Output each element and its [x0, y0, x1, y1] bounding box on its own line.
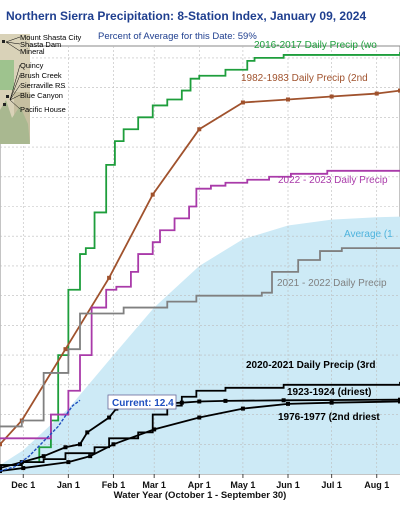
series-point-1976-1977-2nd-driest	[152, 427, 157, 432]
series-point-1982-1983-daily-precip-2nd-wettest	[150, 192, 155, 197]
series-point-1923-1924-driest	[107, 415, 112, 420]
series-point-1976-1977-2nd-driest	[398, 399, 400, 404]
series-point-1923-1924-driest	[78, 442, 82, 447]
series-line-2020-2021-daily-precip-3rd-driest	[0, 381, 400, 466]
series-point-1982-1983-daily-precip-2nd-wettest	[0, 442, 2, 447]
series-label-1982-1983-daily-precip-2nd-wettest: 1982-1983 Daily Precip (2nd	[241, 73, 368, 84]
series-point-1976-1977-2nd-driest	[111, 442, 116, 447]
series-point-1982-1983-daily-precip-2nd-wettest	[286, 97, 290, 102]
series-point-1976-1977-2nd-driest	[21, 466, 26, 471]
station-label: Mount Shasta City	[20, 33, 82, 42]
x-axis-ticks: Dec 1 Jan 1 Feb 1 Mar 1 Apr 1 May 1 Jun 1 Jul 1…	[11, 474, 389, 490]
series-point-1976-1977-2nd-driest	[329, 400, 334, 405]
average-fill	[0, 216, 400, 474]
series-label-2016-2017-daily-precip-wettest: 2016-2017 Daily Precip (wo	[254, 40, 377, 51]
series-labels: 2016-2017 Daily Precip (wo 1982-1983 Dail…	[107, 40, 393, 423]
series-point-1982-1983-daily-precip-2nd-wettest	[63, 347, 68, 352]
x-tick-label: Jan 1	[57, 480, 80, 490]
x-tick-label: Feb 1	[102, 480, 126, 490]
series-point-1982-1983-daily-precip-2nd-wettest	[329, 94, 334, 99]
station-leader-line	[9, 84, 21, 101]
series-point-1982-1983-daily-precip-2nd-wettest	[374, 91, 379, 96]
series-point-1923-1924-driest	[63, 445, 68, 450]
series-point-1976-1977-2nd-driest	[286, 401, 290, 406]
average-area	[0, 216, 400, 474]
series-label-1976-1977-2nd-driest: 1976-1977 (2nd driest	[278, 412, 380, 423]
station-label: Shasta Dam	[20, 40, 61, 49]
series-line-2021-2022-daily-precip	[0, 247, 400, 428]
chart-subtitle: Percent of Average for this Date: 59%	[98, 31, 257, 42]
series-point-1976-1977-2nd-driest	[197, 415, 202, 420]
series-point-1923-1924-driest	[179, 400, 184, 405]
series-label-1923-1924-driest: 1923-1924 (driest)	[287, 387, 372, 398]
station-leader-line	[9, 64, 21, 101]
series-point-1982-1983-daily-precip-2nd-wettest	[398, 88, 400, 93]
x-tick-label: May 1	[230, 480, 255, 490]
x-tick-label: Jun 1	[276, 480, 300, 490]
series-point-1982-1983-daily-precip-2nd-wettest	[197, 127, 202, 132]
station-leader-line	[9, 94, 21, 101]
station-map-inset	[0, 34, 30, 144]
series-point-1923-1924-driest	[223, 398, 228, 403]
chart-title: Northern Sierra Precipitation: 8-Station…	[6, 9, 366, 23]
x-axis-label: Water Year (October 1 - September 30)	[114, 490, 287, 501]
x-tick-label: Apr 1	[188, 480, 211, 490]
series-label-current: Current: 12.4	[112, 398, 174, 409]
series-label-2021-2022-daily-precip: 2021 - 2022 Daily Precip	[277, 278, 387, 289]
series-point-1923-1924-driest	[281, 398, 286, 403]
x-tick-label: Aug 1	[364, 480, 389, 490]
series-point-1976-1977-2nd-driest	[88, 454, 93, 459]
station-leader-line	[9, 74, 21, 101]
series-point-1982-1983-daily-precip-2nd-wettest	[240, 100, 245, 105]
series-line-2016-2017-daily-precip-wettest	[0, 51, 400, 466]
current-label-box	[107, 394, 177, 410]
series-line-current	[0, 399, 81, 472]
x-tick-label: Mar 1	[142, 480, 166, 490]
x-tick-label: Jul 1	[321, 480, 342, 490]
station-label: Brush Creek	[20, 71, 62, 80]
series-label-2020-2021-daily-precip-3rd-driest: 2020-2021 Daily Precip (3rd	[246, 360, 376, 371]
station-leader-line	[5, 36, 21, 43]
station-label: Pacific House	[20, 105, 66, 114]
series-label-2022-2023-daily-precip: 2022 - 2023 Daily Precip	[278, 175, 388, 186]
series-point-1923-1924-driest	[197, 399, 202, 404]
station-leader-line	[9, 99, 21, 110]
series-point-1923-1924-driest	[0, 466, 2, 471]
series-point-1976-1977-2nd-driest	[240, 406, 245, 411]
series-point-1976-1977-2nd-driest	[66, 460, 71, 465]
station-leader-line	[5, 41, 21, 45]
station-label: Sierraville RS	[20, 81, 65, 90]
station-leader-line	[5, 41, 21, 52]
station-label: Quincy	[20, 61, 44, 70]
series-point-1982-1983-daily-precip-2nd-wettest	[107, 275, 112, 280]
series-line-2022-2023-daily-precip	[0, 169, 400, 440]
series-label-average: Average (1	[344, 229, 393, 240]
station-label: Mineral	[20, 47, 45, 56]
series-point-1923-1924-driest	[41, 454, 46, 459]
station-label: Blue Canyon	[20, 91, 63, 100]
series-point-1923-1924-driest	[85, 430, 90, 435]
x-tick-label: Dec 1	[11, 480, 35, 490]
